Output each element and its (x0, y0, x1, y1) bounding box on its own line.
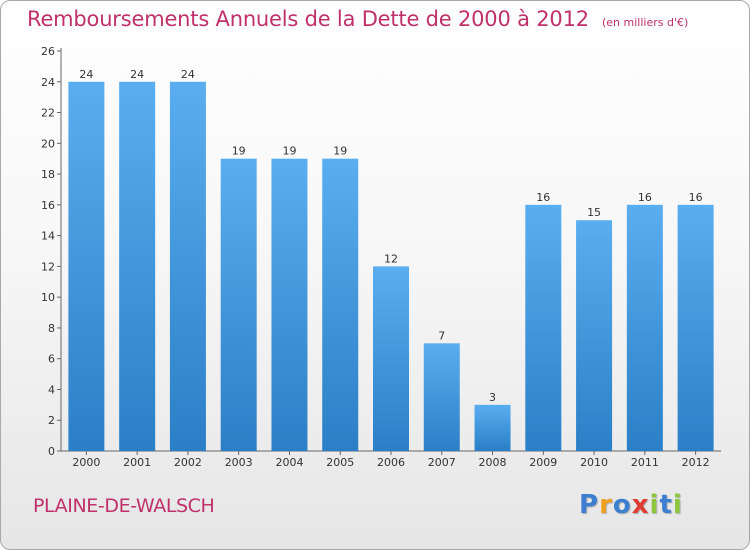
bar (119, 81, 156, 452)
logo-letter: P (579, 490, 600, 520)
bar (626, 204, 663, 451)
bar (423, 343, 460, 451)
y-tick-label: 20 (41, 137, 55, 150)
y-tick-label: 16 (41, 199, 55, 212)
chart-title-row: Remboursements Annuels de la Dette de 20… (27, 7, 688, 31)
x-tick-label: 2004 (275, 456, 303, 469)
y-tick-label: 8 (48, 322, 55, 335)
x-tick-label: 2002 (174, 456, 202, 469)
x-tick-label: 2010 (580, 456, 608, 469)
bar-value-label: 24 (79, 68, 93, 81)
bar-value-label: 7 (438, 329, 445, 342)
logo-letter: r (599, 490, 613, 520)
logo-letter: o (612, 490, 632, 520)
y-tick-label: 10 (41, 291, 55, 304)
bar-value-label: 24 (130, 68, 144, 81)
bar (677, 204, 714, 451)
y-tick-label: 18 (41, 168, 55, 181)
logo-letter: i (672, 490, 683, 520)
bar-value-label: 15 (587, 206, 601, 219)
y-tick-label: 0 (48, 445, 55, 458)
bar (68, 81, 105, 452)
y-tick-label: 22 (41, 107, 55, 120)
bar-value-label: 12 (384, 252, 398, 265)
y-tick-label: 6 (48, 353, 55, 366)
y-tick-label: 12 (41, 260, 55, 273)
bar (576, 220, 613, 451)
bar (373, 266, 409, 451)
chart-title: Remboursements Annuels de la Dette de 20… (27, 7, 589, 31)
y-tick-label: 24 (41, 76, 55, 89)
bar-value-label: 16 (689, 191, 703, 204)
y-tick-label: 14 (41, 230, 55, 243)
bar (220, 158, 257, 451)
bar (322, 158, 359, 451)
x-tick-label: 2005 (326, 456, 354, 469)
bar-value-label: 16 (638, 191, 652, 204)
bar-value-label: 24 (181, 68, 195, 81)
bar (525, 204, 562, 451)
bar-value-label: 16 (536, 191, 550, 204)
x-tick-label: 2000 (72, 456, 100, 469)
proxiti-logo: Proxiti (579, 490, 683, 520)
x-tick-label: 2007 (428, 456, 456, 469)
chart-subtitle: (en milliers d'€) (602, 16, 689, 29)
x-tick-label: 2006 (377, 456, 405, 469)
commune-name: PLAINE-DE-WALSCH (33, 495, 215, 517)
x-tick-label: 2003 (225, 456, 253, 469)
x-tick-label: 2008 (479, 456, 507, 469)
bar-value-label: 3 (489, 391, 496, 404)
x-tick-label: 2011 (631, 456, 659, 469)
logo-letter: t (659, 490, 673, 520)
y-tick-label: 2 (48, 414, 55, 427)
logo-letter: x (631, 490, 650, 520)
bar-value-label: 19 (333, 145, 347, 158)
x-tick-label: 2001 (123, 456, 151, 469)
x-tick-label: 2012 (682, 456, 710, 469)
bar-value-label: 19 (232, 145, 246, 158)
bar (474, 404, 511, 451)
y-tick-label: 4 (48, 383, 55, 396)
logo-letter: i (649, 490, 660, 520)
bar (169, 81, 206, 452)
x-tick-label: 2009 (529, 456, 557, 469)
bar (271, 158, 308, 451)
bar-value-label: 19 (282, 145, 296, 158)
y-tick-label: 26 (41, 45, 55, 58)
